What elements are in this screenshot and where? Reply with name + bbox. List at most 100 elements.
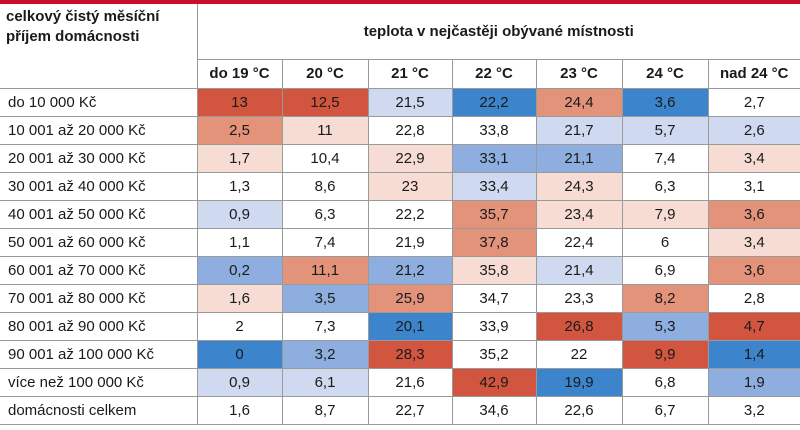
column-header: 21 °C [367,58,453,89]
column-header: 20 °C [281,58,369,89]
table-row: více než 100 000 Kč 0,9 6,1 21,6 42,9 19,9 6,8… [0,367,800,397]
heatmap-cell: 0,2 [196,255,283,285]
heatmap-cell: 1,3 [196,171,283,201]
heatmap-cell: 21,6 [367,367,453,397]
heatmap-cell: 21,1 [535,143,623,173]
heatmap-cell: 6 [621,227,709,257]
heatmap-cell: 8,2 [621,283,709,313]
heatmap-cell: 7,3 [281,311,369,341]
heatmap-cell: 37,8 [451,227,537,257]
heatmap-cell: 3,4 [707,227,800,257]
heatmap-cell: 3,2 [281,339,369,369]
corner-label-line1: celkový čistý měsíční [6,8,160,25]
heatmap-cell: 34,7 [451,283,537,313]
heatmap-cell: 12,5 [281,87,369,117]
heatmap-cell: 33,8 [451,115,537,145]
heatmap-cell: 25,9 [367,283,453,313]
heatmap-cell: 21,5 [367,87,453,117]
heatmap-cell: 2 [196,311,283,341]
row-label: 80 001 až 90 000 Kč [0,311,198,341]
heatmap-cell: 20,1 [367,311,453,341]
heatmap-cell: 6,9 [621,255,709,285]
row-label: 60 001 až 70 000 Kč [0,255,198,285]
table-row: 30 001 až 40 000 Kč 1,3 8,6 23 33,4 24,3 6,3 3,… [0,171,800,201]
heatmap-cell: 28,3 [367,339,453,369]
heatmap-cell: 35,8 [451,255,537,285]
heatmap-cell: 4,7 [707,311,800,341]
corner-label-line2: příjem domácnosti [6,28,140,45]
heatmap-cell: 22,8 [367,115,453,145]
column-header: do 19 °C [197,58,283,89]
heatmap-cell: 0,9 [196,199,283,229]
heatmap-cell: 0,9 [196,367,283,397]
heatmap-cell: 0 [196,339,283,369]
table-row: 10 001 až 20 000 Kč 2,5 11 22,8 33,8 21,7 5,7 2… [0,115,800,145]
table-row: 20 001 až 30 000 Kč 1,7 10,4 22,9 33,1 21,1 7,… [0,143,800,173]
row-label: 30 001 až 40 000 Kč [0,171,198,201]
heatmap-cell: 2,6 [707,115,800,145]
heatmap-cell: 13 [196,87,283,117]
heatmap-cell: 21,9 [367,227,453,257]
table-row: do 10 000 Kč 13 12,5 21,5 22,2 24,4 3,6 2,7 [0,87,800,117]
column-header: nad 24 °C [707,58,800,89]
heatmap-cell: 3,5 [281,283,369,313]
row-label: 20 001 až 30 000 Kč [0,143,198,173]
heatmap-cell: 8,7 [281,395,369,425]
heatmap-cell: 35,7 [451,199,537,229]
heatmap-cell: 2,5 [196,115,283,145]
row-label: více než 100 000 Kč [0,367,198,397]
column-header: 23 °C [535,58,623,89]
row-label: 70 001 až 80 000 Kč [0,283,198,313]
heatmap-cell: 42,9 [451,367,537,397]
heatmap-cell: 2,8 [707,283,800,313]
heatmap-cell: 22,6 [535,395,623,425]
heatmap-cell: 3,6 [707,199,800,229]
row-label: 40 001 až 50 000 Kč [0,199,198,229]
heatmap-cell: 26,8 [535,311,623,341]
heatmap-cell: 19,9 [535,367,623,397]
table-row: 40 001 až 50 000 Kč 0,9 6,3 22,2 35,7 23,4 7,9… [0,199,800,229]
column-header: 22 °C [451,58,537,89]
heatmap-cell: 1,6 [196,283,283,313]
heatmap-cell: 33,4 [451,171,537,201]
heatmap-cell: 6,3 [281,199,369,229]
heatmap-cell: 22 [535,339,623,369]
heatmap-cell: 23,4 [535,199,623,229]
heatmap-cell: 23,3 [535,283,623,313]
heatmap-cell: 2,7 [707,87,800,117]
heatmap-cell: 34,6 [451,395,537,425]
heatmap-cell: 6,3 [621,171,709,201]
table-row: 80 001 až 90 000 Kč 2 7,3 20,1 33,9 26,8 5,3 4,… [0,311,800,341]
heatmap-cell: 3,6 [707,255,800,285]
table-row: 50 001 až 60 000 Kč 1,1 7,4 21,9 37,8 22,4 6 3,… [0,227,800,257]
heatmap-cell: 6,8 [621,367,709,397]
row-label: do 10 000 Kč [0,87,198,117]
heatmap-cell: 33,1 [451,143,537,173]
heatmap-cell: 1,1 [196,227,283,257]
heatmap-cell: 8,6 [281,171,369,201]
heatmap-cell: 33,9 [451,311,537,341]
table-row: 60 001 až 70 000 Kč 0,2 11,1 21,2 35,8 21,4 6,… [0,255,800,285]
heatmap-cell: 7,4 [281,227,369,257]
heatmap-cell: 6,1 [281,367,369,397]
row-label: 90 001 až 100 000 Kč [0,339,198,369]
heatmap-cell: 21,4 [535,255,623,285]
heatmap-cell: 3,2 [707,395,800,425]
heatmap-cell: 9,9 [621,339,709,369]
heatmap-cell: 5,7 [621,115,709,145]
heatmap-cell: 10,4 [281,143,369,173]
table-row: 70 001 až 80 000 Kč 1,6 3,5 25,9 34,7 23,3 8,2… [0,283,800,313]
heatmap-cell: 3,1 [707,171,800,201]
heatmap-cell: 35,2 [451,339,537,369]
heatmap-cell: 22,9 [367,143,453,173]
heatmap-cell: 1,7 [196,143,283,173]
heatmap-cell: 22,2 [451,87,537,117]
heatmap-cell: 5,3 [621,311,709,341]
heatmap-cell: 11 [281,115,369,145]
heatmap-cell: 24,3 [535,171,623,201]
heatmap-cell: 3,6 [621,87,709,117]
heatmap-cell: 22,7 [367,395,453,425]
heatmap-cell: 22,2 [367,199,453,229]
heatmap-cell: 21,7 [535,115,623,145]
row-label: 50 001 až 60 000 Kč [0,227,198,257]
